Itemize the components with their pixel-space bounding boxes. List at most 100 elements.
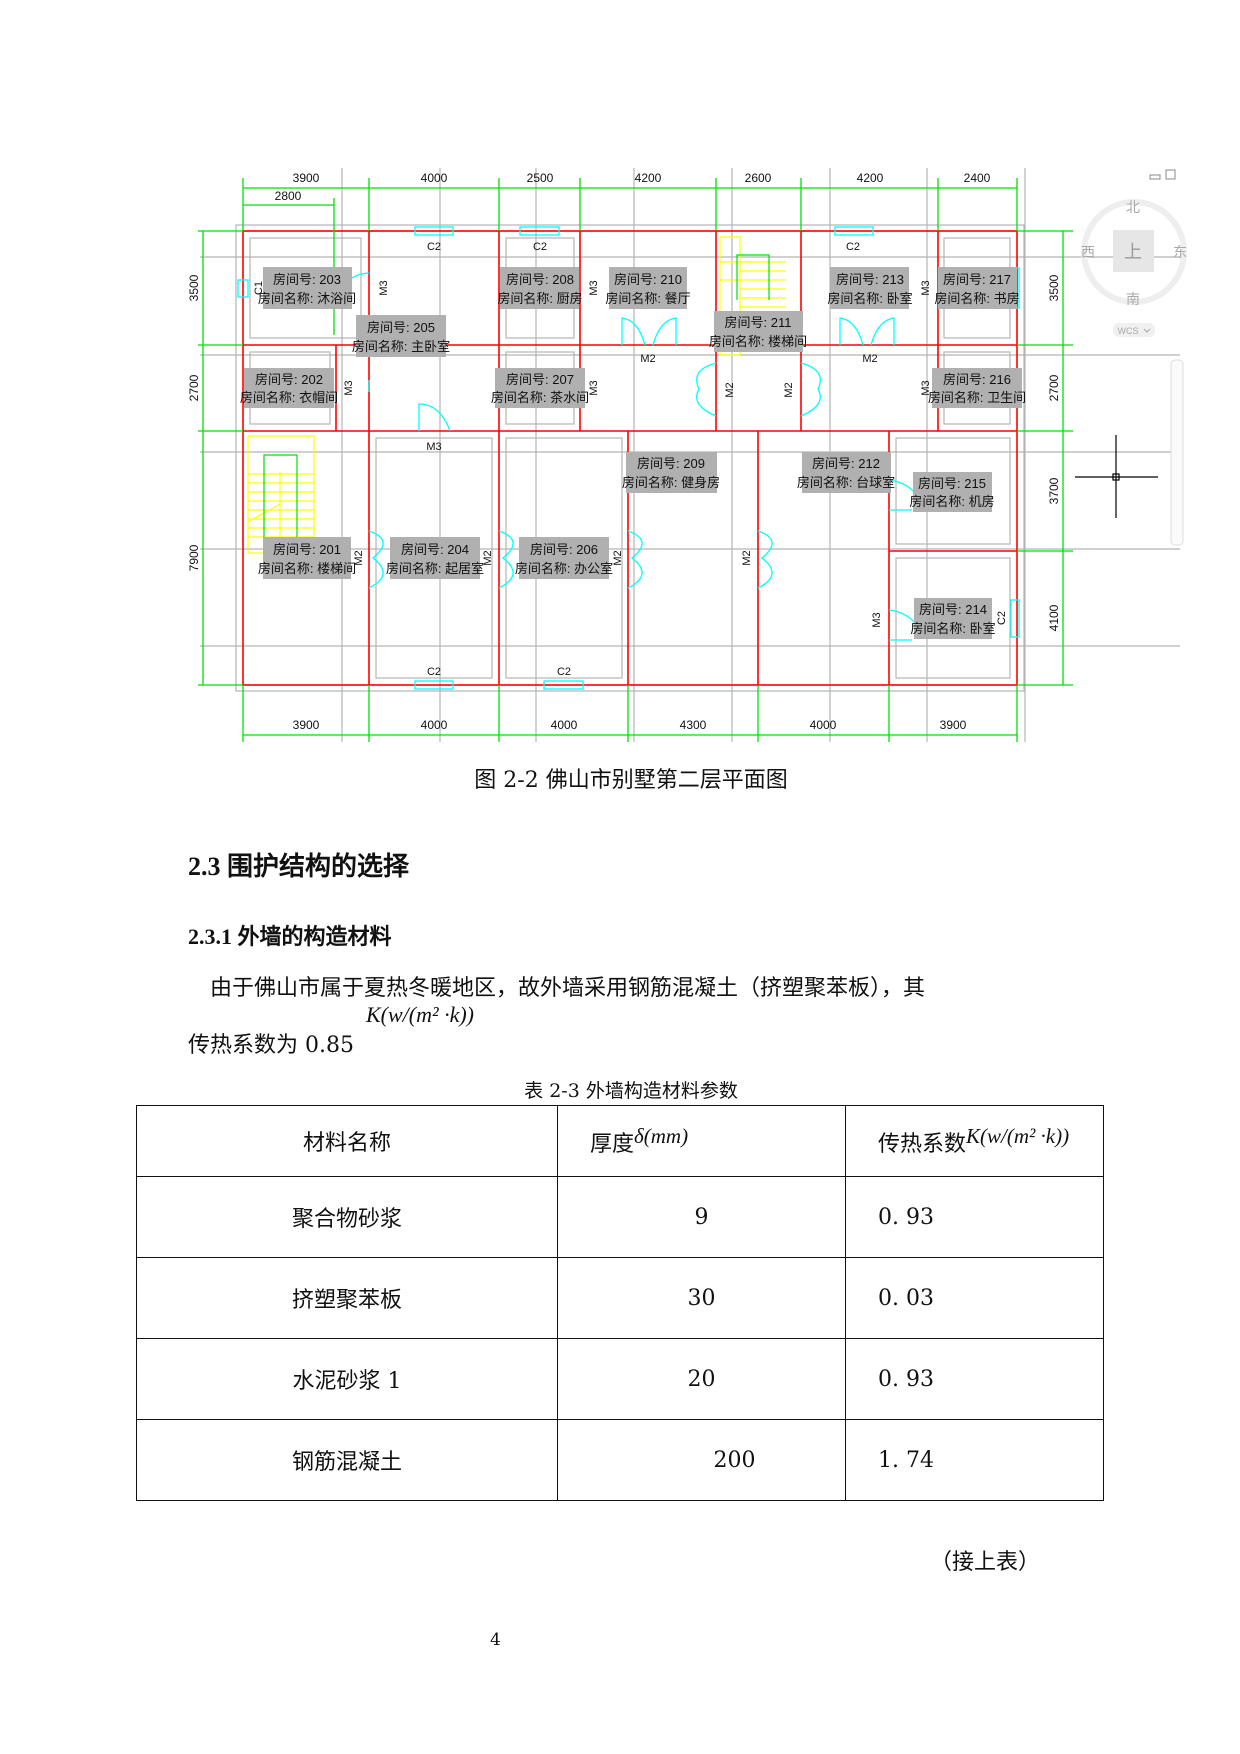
room-number: 房间号: 213 bbox=[836, 272, 904, 287]
room-210: 房间号: 210 房间名称: 餐厅 bbox=[605, 267, 691, 309]
room-name: 房间名称: 卧室 bbox=[910, 621, 995, 636]
room-217: 房间号: 217 房间名称: 书房 bbox=[934, 267, 1020, 309]
dim-top-3: 2500 bbox=[527, 171, 554, 185]
dim-sub: 2800 bbox=[275, 189, 302, 203]
room-number: 房间号: 209 bbox=[637, 456, 705, 471]
room-209: 房间号: 209 房间名称: 健身房 bbox=[622, 452, 720, 493]
room-name: 房间名称: 机房 bbox=[909, 494, 994, 509]
table-header-row: 材料名称 厚度δ(mm) 传热系数K(w/(m² ·k)) bbox=[136, 1105, 1104, 1177]
room-212: 房间号: 212 房间名称: 台球室 bbox=[797, 452, 895, 493]
cell-thickness: 9 bbox=[557, 1176, 846, 1258]
side-panel-edge[interactable] bbox=[1170, 359, 1184, 546]
dim-top-7: 2400 bbox=[964, 171, 991, 185]
tag: M3 bbox=[920, 380, 932, 395]
view-cube-face[interactable] bbox=[1113, 230, 1154, 272]
header-cell: 厚度δ(mm) bbox=[557, 1105, 846, 1177]
room-number: 房间号: 212 bbox=[812, 456, 880, 471]
restore-icon[interactable] bbox=[1165, 169, 1176, 180]
room-name: 房间名称: 主卧室 bbox=[352, 339, 450, 354]
tag: M2 bbox=[482, 550, 494, 565]
tag: C1 bbox=[253, 281, 265, 295]
room-number: 房间号: 201 bbox=[273, 542, 341, 557]
compass-east[interactable]: 东 bbox=[1173, 244, 1187, 260]
cell-thickness: 30 bbox=[557, 1257, 846, 1339]
compass-south[interactable]: 南 bbox=[1126, 291, 1140, 307]
room-205: 房间号: 205 房间名称: 主卧室 bbox=[352, 315, 450, 357]
dim-bottom-3: 4000 bbox=[551, 718, 578, 732]
tag: M2 bbox=[353, 550, 365, 565]
room-name: 房间名称: 卧室 bbox=[827, 291, 912, 306]
chevron-down-icon bbox=[1143, 328, 1151, 333]
crosshair-cursor-icon bbox=[1075, 435, 1158, 518]
room-name: 房间名称: 办公室 bbox=[515, 561, 613, 576]
room-name: 房间名称: 衣帽间 bbox=[240, 390, 338, 405]
room-number: 房间号: 202 bbox=[255, 372, 323, 387]
room-214: 房间号: 214 房间名称: 卧室 bbox=[910, 598, 996, 639]
room-name: 房间名称: 书房 bbox=[934, 291, 1019, 306]
tag: M3 bbox=[920, 280, 932, 295]
cell-material: 水泥砂浆 1 bbox=[136, 1338, 558, 1420]
room-204: 房间号: 204 房间名称: 起居室 bbox=[386, 537, 484, 579]
header-cell: 传热系数K(w/(m² ·k)) bbox=[845, 1105, 1104, 1177]
tag: C2 bbox=[996, 611, 1008, 625]
conductivity-formula: K(w/(m² ·k)) bbox=[966, 1124, 1070, 1148]
room-name: 房间名称: 台球室 bbox=[797, 475, 895, 490]
paragraph-line-2: 传热系数为 0.85 bbox=[188, 1033, 354, 1058]
dim-right-1: 3500 bbox=[1047, 274, 1061, 301]
room-number: 房间号: 210 bbox=[614, 272, 682, 287]
minimize-icon[interactable] bbox=[1149, 174, 1161, 180]
tag: M2 bbox=[724, 382, 736, 397]
dimension-labels: 3900 4000 2500 4200 2600 4200 2400 2800 … bbox=[187, 171, 1061, 732]
dim-top-5: 2600 bbox=[745, 171, 772, 185]
ucs-label: WCS bbox=[1118, 326, 1139, 336]
table-row: 水泥砂浆 1 20 0. 93 bbox=[136, 1338, 1104, 1420]
table-row: 钢筋混凝土 200 1. 74 bbox=[136, 1419, 1104, 1501]
tag: M2 bbox=[741, 550, 753, 565]
room-name: 房间名称: 厨房 bbox=[497, 291, 582, 306]
compass-north[interactable]: 北 bbox=[1126, 199, 1140, 215]
tag: M2 bbox=[862, 353, 877, 365]
paragraph-line-1: 由于佛山市属于夏热冬暖地区，故外墙采用钢筋混凝土（挤塑聚苯板），其 bbox=[210, 976, 926, 1001]
room-number: 房间号: 216 bbox=[943, 372, 1011, 387]
room-215: 房间号: 215 房间名称: 机房 bbox=[909, 472, 995, 512]
room-name: 房间名称: 健身房 bbox=[622, 475, 720, 490]
tag: M2 bbox=[640, 353, 655, 365]
tag: C2 bbox=[427, 241, 441, 253]
view-cube[interactable]: 上 北 西 南 东 WCS bbox=[1081, 199, 1187, 337]
room-name: 房间名称: 起居室 bbox=[386, 561, 484, 576]
room-number: 房间号: 206 bbox=[530, 542, 598, 557]
room-203: 房间号: 203 房间名称: 沐浴间 bbox=[258, 267, 356, 309]
compass-west[interactable]: 西 bbox=[1081, 244, 1095, 260]
tag: C2 bbox=[427, 666, 441, 678]
room-number: 房间号: 214 bbox=[919, 602, 987, 617]
tag: M2 bbox=[612, 550, 624, 565]
dim-bottom-4: 4300 bbox=[680, 718, 707, 732]
dimension-lines bbox=[198, 178, 1073, 742]
section-heading: 2.3 围护结构的选择 bbox=[188, 852, 410, 881]
tag: M3 bbox=[426, 441, 441, 453]
room-number: 房间号: 207 bbox=[506, 372, 574, 387]
tag: M3 bbox=[588, 280, 600, 295]
continued-note: （接上表） bbox=[930, 1550, 1041, 1575]
floor-plan-drawing: 3900 4000 2500 4200 2600 4200 2400 2800 … bbox=[187, 168, 1187, 742]
cell-material: 钢筋混凝土 bbox=[136, 1419, 558, 1501]
dim-top-2: 4000 bbox=[421, 171, 448, 185]
room-name: 房间名称: 卫生间 bbox=[928, 390, 1026, 405]
dim-bottom-5: 4000 bbox=[810, 718, 837, 732]
cell-material: 聚合物砂浆 bbox=[136, 1176, 558, 1258]
tag: M2 bbox=[783, 382, 795, 397]
ucs-menu[interactable] bbox=[1113, 323, 1155, 337]
room-202: 房间号: 202 房间名称: 衣帽间 bbox=[240, 368, 338, 408]
room-name: 房间名称: 沐浴间 bbox=[258, 291, 356, 306]
room-number: 房间号: 204 bbox=[401, 542, 469, 557]
dim-top-1: 3900 bbox=[293, 171, 320, 185]
tag: C2 bbox=[846, 241, 860, 253]
page-number: 4 bbox=[490, 1630, 501, 1650]
header-thickness: 厚度 bbox=[590, 1132, 635, 1157]
room-number: 房间号: 208 bbox=[506, 272, 574, 287]
dim-left-3: 7900 bbox=[187, 544, 201, 571]
room-name: 房间名称: 茶水间 bbox=[491, 390, 589, 405]
room-labels: 房间号: 203 房间名称: 沐浴间 房间号: 205 房间名称: 主卧室 房间号:… bbox=[240, 267, 1026, 639]
window-controls[interactable] bbox=[1149, 169, 1176, 180]
table-row: 聚合物砂浆 9 0. 93 bbox=[136, 1176, 1104, 1258]
